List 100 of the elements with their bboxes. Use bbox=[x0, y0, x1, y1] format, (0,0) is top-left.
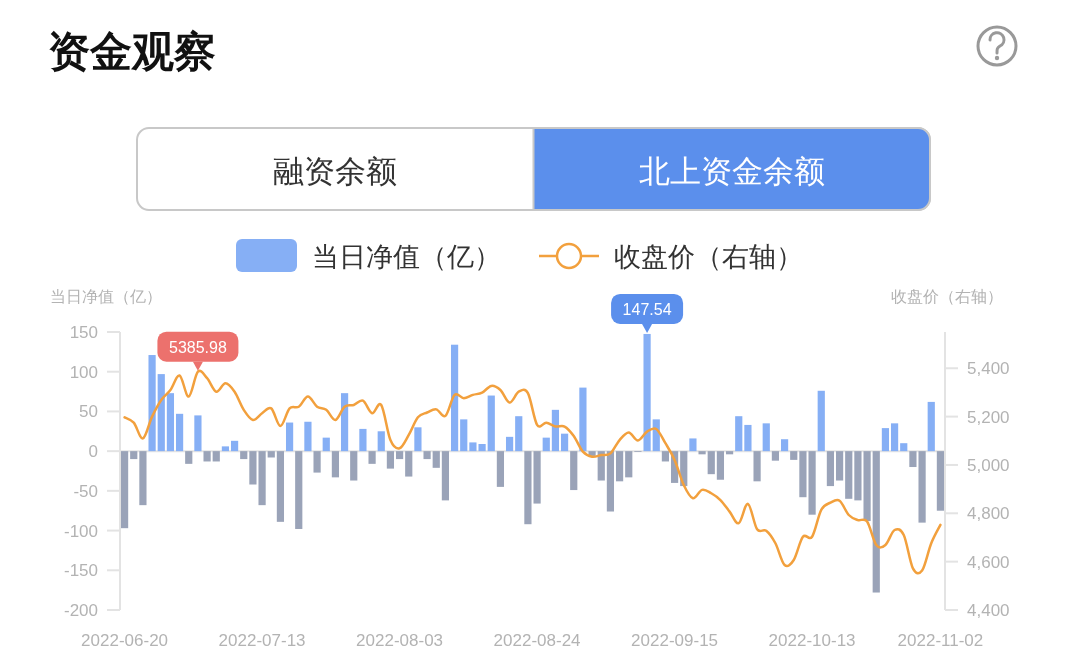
bar bbox=[120, 451, 129, 529]
bar bbox=[203, 451, 211, 462]
bar bbox=[377, 431, 385, 452]
x-tick-label: 2022-09-15 bbox=[631, 631, 719, 650]
bar bbox=[295, 451, 303, 529]
bar bbox=[936, 451, 945, 511]
bar bbox=[285, 422, 294, 452]
bar bbox=[221, 446, 230, 452]
bar bbox=[890, 423, 899, 452]
bar bbox=[230, 440, 239, 452]
text: 融资余额 bbox=[273, 154, 398, 189]
text: 北上资金余额 bbox=[638, 154, 825, 189]
bar bbox=[359, 428, 367, 452]
bar bbox=[625, 451, 633, 478]
bar bbox=[414, 427, 422, 452]
bar bbox=[845, 451, 853, 499]
y-tick-label: -100 bbox=[63, 521, 98, 541]
bar bbox=[753, 451, 761, 482]
bar bbox=[570, 451, 578, 491]
bar bbox=[771, 451, 780, 461]
x-tick-label: 2022-08-03 bbox=[356, 631, 444, 650]
y2-axis-title: 收盘价（右轴） bbox=[891, 288, 1003, 305]
y-tick-label: 150 bbox=[69, 323, 98, 342]
bar bbox=[423, 451, 431, 460]
bar bbox=[900, 443, 908, 452]
bar bbox=[927, 401, 935, 452]
bar bbox=[130, 451, 138, 460]
bar bbox=[276, 451, 285, 522]
bar bbox=[139, 451, 147, 506]
bar bbox=[487, 395, 495, 452]
legend-label: 当日净值（亿） bbox=[312, 242, 501, 272]
bar bbox=[368, 451, 376, 464]
bar bbox=[395, 451, 404, 460]
bar bbox=[386, 451, 395, 469]
bar bbox=[194, 415, 202, 452]
bar bbox=[212, 451, 220, 462]
y2-tick-label: 4,400 bbox=[967, 601, 1010, 620]
bar bbox=[240, 451, 248, 460]
bar bbox=[597, 451, 605, 481]
data-label: 147.54 bbox=[622, 300, 672, 318]
bar bbox=[405, 451, 413, 477]
bar bbox=[780, 439, 789, 452]
bar bbox=[460, 419, 468, 452]
x-tick-label: 2022-06-20 bbox=[81, 631, 169, 650]
bar bbox=[661, 451, 670, 462]
y-axis-title: 当日净值（亿） bbox=[50, 288, 162, 305]
bar bbox=[725, 451, 734, 455]
bar bbox=[716, 451, 725, 480]
y2-tick-label: 5,400 bbox=[967, 359, 1010, 379]
bar bbox=[350, 451, 358, 481]
bar bbox=[505, 436, 514, 452]
bar bbox=[835, 451, 844, 481]
y-tick-label: 50 bbox=[79, 402, 98, 422]
bar bbox=[579, 387, 587, 452]
bar bbox=[698, 451, 706, 455]
bar bbox=[790, 451, 798, 460]
bar bbox=[744, 424, 752, 452]
bar bbox=[331, 451, 340, 478]
bar bbox=[432, 451, 440, 468]
bar bbox=[606, 451, 615, 512]
bar bbox=[551, 409, 560, 452]
bar bbox=[450, 344, 459, 452]
y-tick-label: -50 bbox=[73, 481, 98, 501]
y2-tick-label: 5,200 bbox=[967, 407, 1010, 427]
bar bbox=[881, 428, 890, 452]
y-tick-label: 0 bbox=[88, 442, 98, 462]
bar bbox=[496, 451, 505, 487]
bar bbox=[872, 451, 880, 593]
bar bbox=[735, 416, 743, 452]
bar bbox=[340, 393, 349, 452]
x-tick-label: 2022-07-13 bbox=[218, 631, 306, 650]
bar bbox=[267, 451, 275, 458]
bar bbox=[322, 437, 330, 452]
y2-tick-label: 4,600 bbox=[967, 552, 1010, 572]
y-tick-label: -150 bbox=[63, 561, 98, 581]
bar bbox=[157, 374, 165, 452]
y-tick-label: -200 bbox=[63, 601, 98, 620]
x-tick-label: 2022-10-13 bbox=[768, 631, 856, 650]
x-tick-label: 2022-08-24 bbox=[493, 631, 581, 650]
y2-tick-label: 5,000 bbox=[967, 455, 1010, 475]
bar bbox=[762, 423, 770, 452]
bar bbox=[542, 437, 550, 452]
bar bbox=[175, 413, 184, 452]
chart-title: 资金观察 bbox=[48, 28, 216, 75]
bar bbox=[313, 451, 321, 473]
data-label: 5385.98 bbox=[168, 338, 227, 356]
bar bbox=[304, 421, 312, 452]
bar bbox=[185, 451, 193, 464]
bar bbox=[560, 433, 569, 452]
bar bbox=[615, 451, 624, 482]
y-tick-label: 100 bbox=[69, 362, 98, 382]
y2-tick-label: 4,800 bbox=[967, 504, 1010, 524]
x-tick-label: 2022-11-02 bbox=[897, 631, 984, 650]
bar bbox=[826, 451, 835, 487]
legend-label: 收盘价（右轴） bbox=[614, 242, 803, 272]
bar bbox=[515, 416, 523, 452]
bar bbox=[148, 355, 156, 452]
bar bbox=[166, 393, 175, 452]
bar bbox=[441, 451, 450, 501]
bar bbox=[707, 451, 715, 475]
